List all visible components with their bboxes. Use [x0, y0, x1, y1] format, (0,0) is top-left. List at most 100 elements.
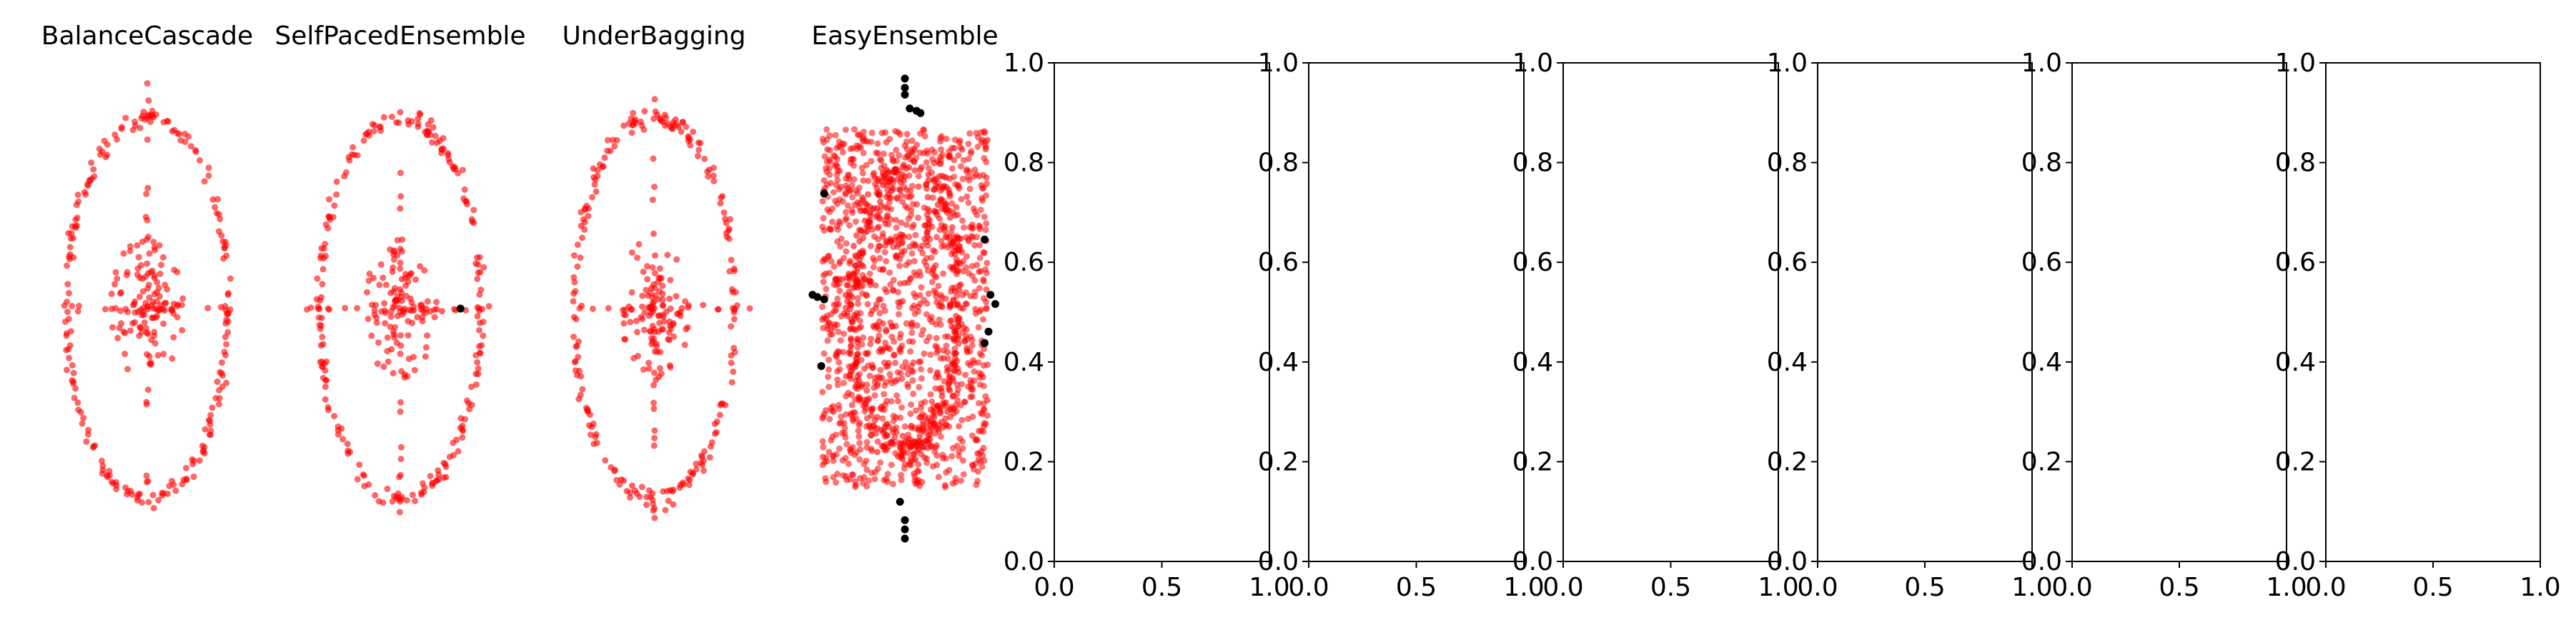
scatter-point: [953, 442, 961, 449]
scatter-point: [836, 138, 843, 145]
scatter-point: [66, 244, 74, 251]
scatter-point: [607, 148, 614, 154]
scatter-point: [863, 466, 871, 474]
scatter-point: [908, 206, 915, 214]
scatter-point: [169, 355, 176, 362]
scatter-point: [392, 296, 399, 304]
y-tick-label: 0.2: [2021, 447, 2062, 476]
scatter-point: [834, 376, 841, 384]
scatter-point: [124, 366, 131, 373]
scatter-point: [701, 155, 708, 162]
scatter-point: [836, 196, 843, 203]
scatter-point: [903, 131, 911, 138]
scatter-point: [636, 494, 643, 500]
scatter-point: [571, 279, 578, 286]
y-tick-label: 0.2: [1767, 447, 1808, 476]
scatter-point: [976, 224, 984, 230]
scatter-point: [419, 318, 426, 325]
scatter-point: [873, 149, 880, 156]
scatter-point: [679, 479, 686, 486]
scatter-point: [733, 302, 740, 309]
scatter-point: [844, 202, 851, 209]
scatter-point: [833, 306, 840, 314]
scatter-point: [939, 454, 946, 461]
scatter-point: [450, 451, 457, 459]
scatter-point: [877, 366, 884, 374]
scatter-point: [873, 205, 881, 212]
scatter-point: [872, 469, 878, 476]
scatter-point: [369, 301, 375, 309]
scatter-point: [955, 183, 961, 190]
scatter-point: [475, 261, 482, 268]
scatter-point: [931, 448, 938, 455]
scatter-point: [649, 196, 656, 204]
scatter-point-minority: [901, 74, 909, 83]
scatter-point: [88, 175, 95, 182]
scatter-point: [971, 377, 978, 384]
scatter-point: [643, 286, 650, 294]
y-tick-label: 1.0: [1512, 49, 1553, 78]
scatter-point: [903, 261, 909, 269]
x-tick-label: 1.0: [1249, 573, 1289, 602]
scatter-point: [650, 304, 658, 311]
scatter-point: [145, 234, 152, 241]
scatter-point: [144, 270, 152, 277]
scatter-point: [440, 135, 447, 141]
scatter-point: [910, 221, 917, 229]
scatter-point: [915, 183, 922, 190]
scatter-point: [650, 381, 657, 389]
y-tick-label: 0.4: [2275, 348, 2316, 377]
scatter-point: [901, 465, 908, 472]
scatter-point: [962, 371, 969, 379]
scatter-point: [911, 242, 918, 249]
scatter-point: [942, 333, 949, 340]
empty-axes-group: 0.00.20.40.60.81.00.0 0.5 1.00.00.20.40.60…: [1004, 49, 2561, 602]
scatter-point: [936, 374, 943, 381]
scatter-points-easy-ensemble: [808, 74, 999, 543]
scatter-point: [728, 323, 735, 330]
scatter-point: [948, 165, 956, 172]
scatter-point: [645, 312, 653, 319]
scatter-point: [123, 271, 130, 279]
scatter-point: [954, 396, 961, 404]
scatter-point: [943, 342, 950, 349]
scatter-point: [871, 384, 878, 391]
scatter-point: [886, 199, 893, 206]
scatter-point: [590, 420, 597, 427]
scatter-point: [870, 264, 877, 271]
scatter-point: [349, 151, 355, 158]
scatter-point: [397, 169, 404, 176]
scatter-point: [958, 477, 964, 484]
panel-balance-cascade: BalanceCascade: [41, 21, 253, 511]
scatter-point: [66, 251, 74, 258]
scatter-point: [150, 305, 157, 312]
scatter-point: [950, 209, 956, 216]
scatter-point: [910, 390, 917, 397]
scatter-point: [968, 233, 975, 240]
scatter-point: [867, 311, 874, 318]
scatter-point: [898, 219, 905, 226]
scatter-point: [65, 230, 72, 237]
scatter-point: [958, 163, 964, 170]
scatter-point: [682, 298, 689, 305]
scatter-point: [108, 290, 115, 297]
scatter-point: [878, 129, 886, 136]
scatter-point: [876, 348, 883, 355]
scatter-point: [921, 127, 928, 134]
scatter-point: [921, 133, 928, 140]
scatter-point: [146, 294, 153, 301]
scatter-point: [224, 329, 232, 336]
scatter-point: [656, 365, 663, 372]
scatter-point: [974, 143, 981, 150]
scatter-point-minority: [991, 300, 999, 309]
scatter-point: [855, 300, 861, 307]
scatter-point: [217, 304, 224, 311]
scatter-point: [843, 441, 851, 448]
scatter-point: [819, 389, 826, 396]
scatter-point: [729, 289, 736, 296]
scatter-point: [889, 156, 896, 163]
scatter-point: [918, 375, 925, 382]
scatter-point: [670, 486, 677, 494]
scatter-point: [64, 262, 70, 269]
scatter-point: [647, 289, 654, 296]
